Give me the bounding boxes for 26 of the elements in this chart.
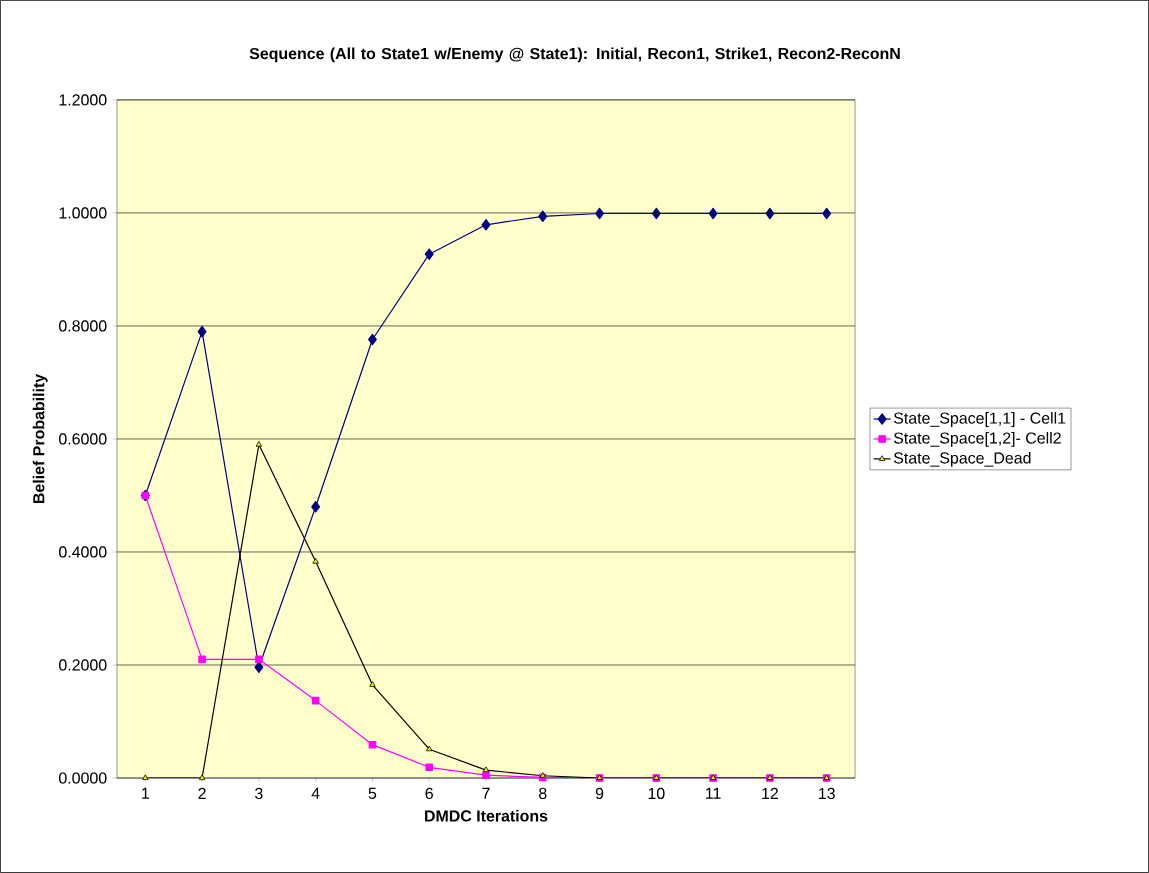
x-tick-label: 10 (648, 787, 665, 800)
x-tick-label: 11 (706, 787, 721, 799)
x-tick-label: 7 (482, 787, 490, 799)
x-axis-title: DMDC Iterations (425, 809, 548, 822)
x-tick-label: 12 (762, 787, 778, 799)
x-tick-label: 8 (539, 787, 547, 800)
x-tick-label: 6 (425, 787, 433, 800)
legend-label: State_Space[1,2]- Cell2 (893, 432, 1061, 447)
x-tick-label: 5 (368, 787, 377, 799)
y-tick-label: 1.2000 (59, 94, 107, 106)
y-axis-title: Belief Probability (32, 373, 48, 504)
x-tick-label: 3 (255, 787, 263, 800)
legend-label: State_Space[1,1] - Cell1 (893, 412, 1066, 427)
y-tick-label: 0.6000 (59, 433, 107, 445)
x-tick-label: 13 (819, 787, 835, 800)
chart-title: Sequence (All to State1 w/Enemy @ State1): Initial, Recon1, Strike1, Recon2-ReconN (249, 47, 900, 63)
x-tick-label: 1 (142, 787, 149, 799)
x-tick-label: 2 (198, 787, 206, 799)
legend-label: State_Space_Dead (893, 451, 1031, 467)
y-tick-label: 0.0000 (59, 772, 107, 784)
x-tick-label: 4 (311, 787, 320, 799)
x-tick-label: 9 (595, 787, 604, 800)
y-tick-label: 0.8000 (59, 320, 107, 332)
y-tick-label: 1.0000 (59, 207, 107, 219)
y-tick-label: 0.4000 (59, 546, 107, 558)
y-tick-label: 0.2000 (59, 659, 107, 671)
